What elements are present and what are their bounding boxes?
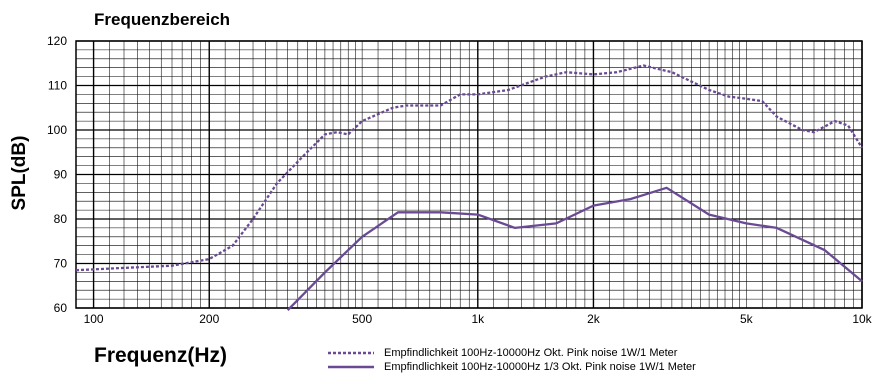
series-line-third-octave (286, 186, 863, 312)
grid-lines (75, 40, 863, 309)
tick-labels: 60 70 80 90 100 110 120 100 200 500 1k 2k 5k 10k (47, 34, 873, 326)
y-tick-label: 120 (47, 34, 67, 48)
x-tick-label: 200 (199, 312, 219, 326)
x-tick-label: 5k (740, 312, 754, 326)
series-line-octave (75, 64, 863, 272)
x-tick-label: 10k (852, 312, 872, 326)
series-lines (75, 64, 863, 312)
legend-label: Empfindlichkeit 100Hz-10000Hz 1/3 Okt. P… (384, 361, 696, 373)
x-tick-label: 100 (84, 312, 104, 326)
y-tick-label: 110 (48, 79, 67, 93)
x-tick-label: 1k (471, 312, 485, 326)
y-tick-label: 80 (54, 212, 68, 226)
legend-label: Empfindlichkeit 100Hz-10000Hz Okt. Pink … (384, 347, 678, 359)
x-axis-label: Frequenz(Hz) (94, 344, 227, 367)
y-tick-label: 70 (54, 257, 68, 271)
x-tick-label: 2k (587, 312, 601, 326)
y-tick-label: 90 (54, 168, 68, 182)
legend-swatch-dotted (328, 351, 374, 355)
y-axis-label: SPL(dB) (9, 135, 30, 211)
chart-title: Frequenzbereich (94, 10, 231, 29)
legend-entry-third-octave: Empfindlichkeit 100Hz-10000Hz 1/3 Okt. P… (328, 360, 696, 374)
legend-entry-octave: Empfindlichkeit 100Hz-10000Hz Okt. Pink … (328, 346, 696, 360)
legend: Empfindlichkeit 100Hz-10000Hz Okt. Pink … (328, 346, 696, 374)
y-tick-label: 100 (47, 123, 67, 137)
legend-swatch-solid (328, 365, 374, 369)
y-tick-label: 60 (54, 301, 68, 315)
x-tick-label: 500 (352, 312, 372, 326)
